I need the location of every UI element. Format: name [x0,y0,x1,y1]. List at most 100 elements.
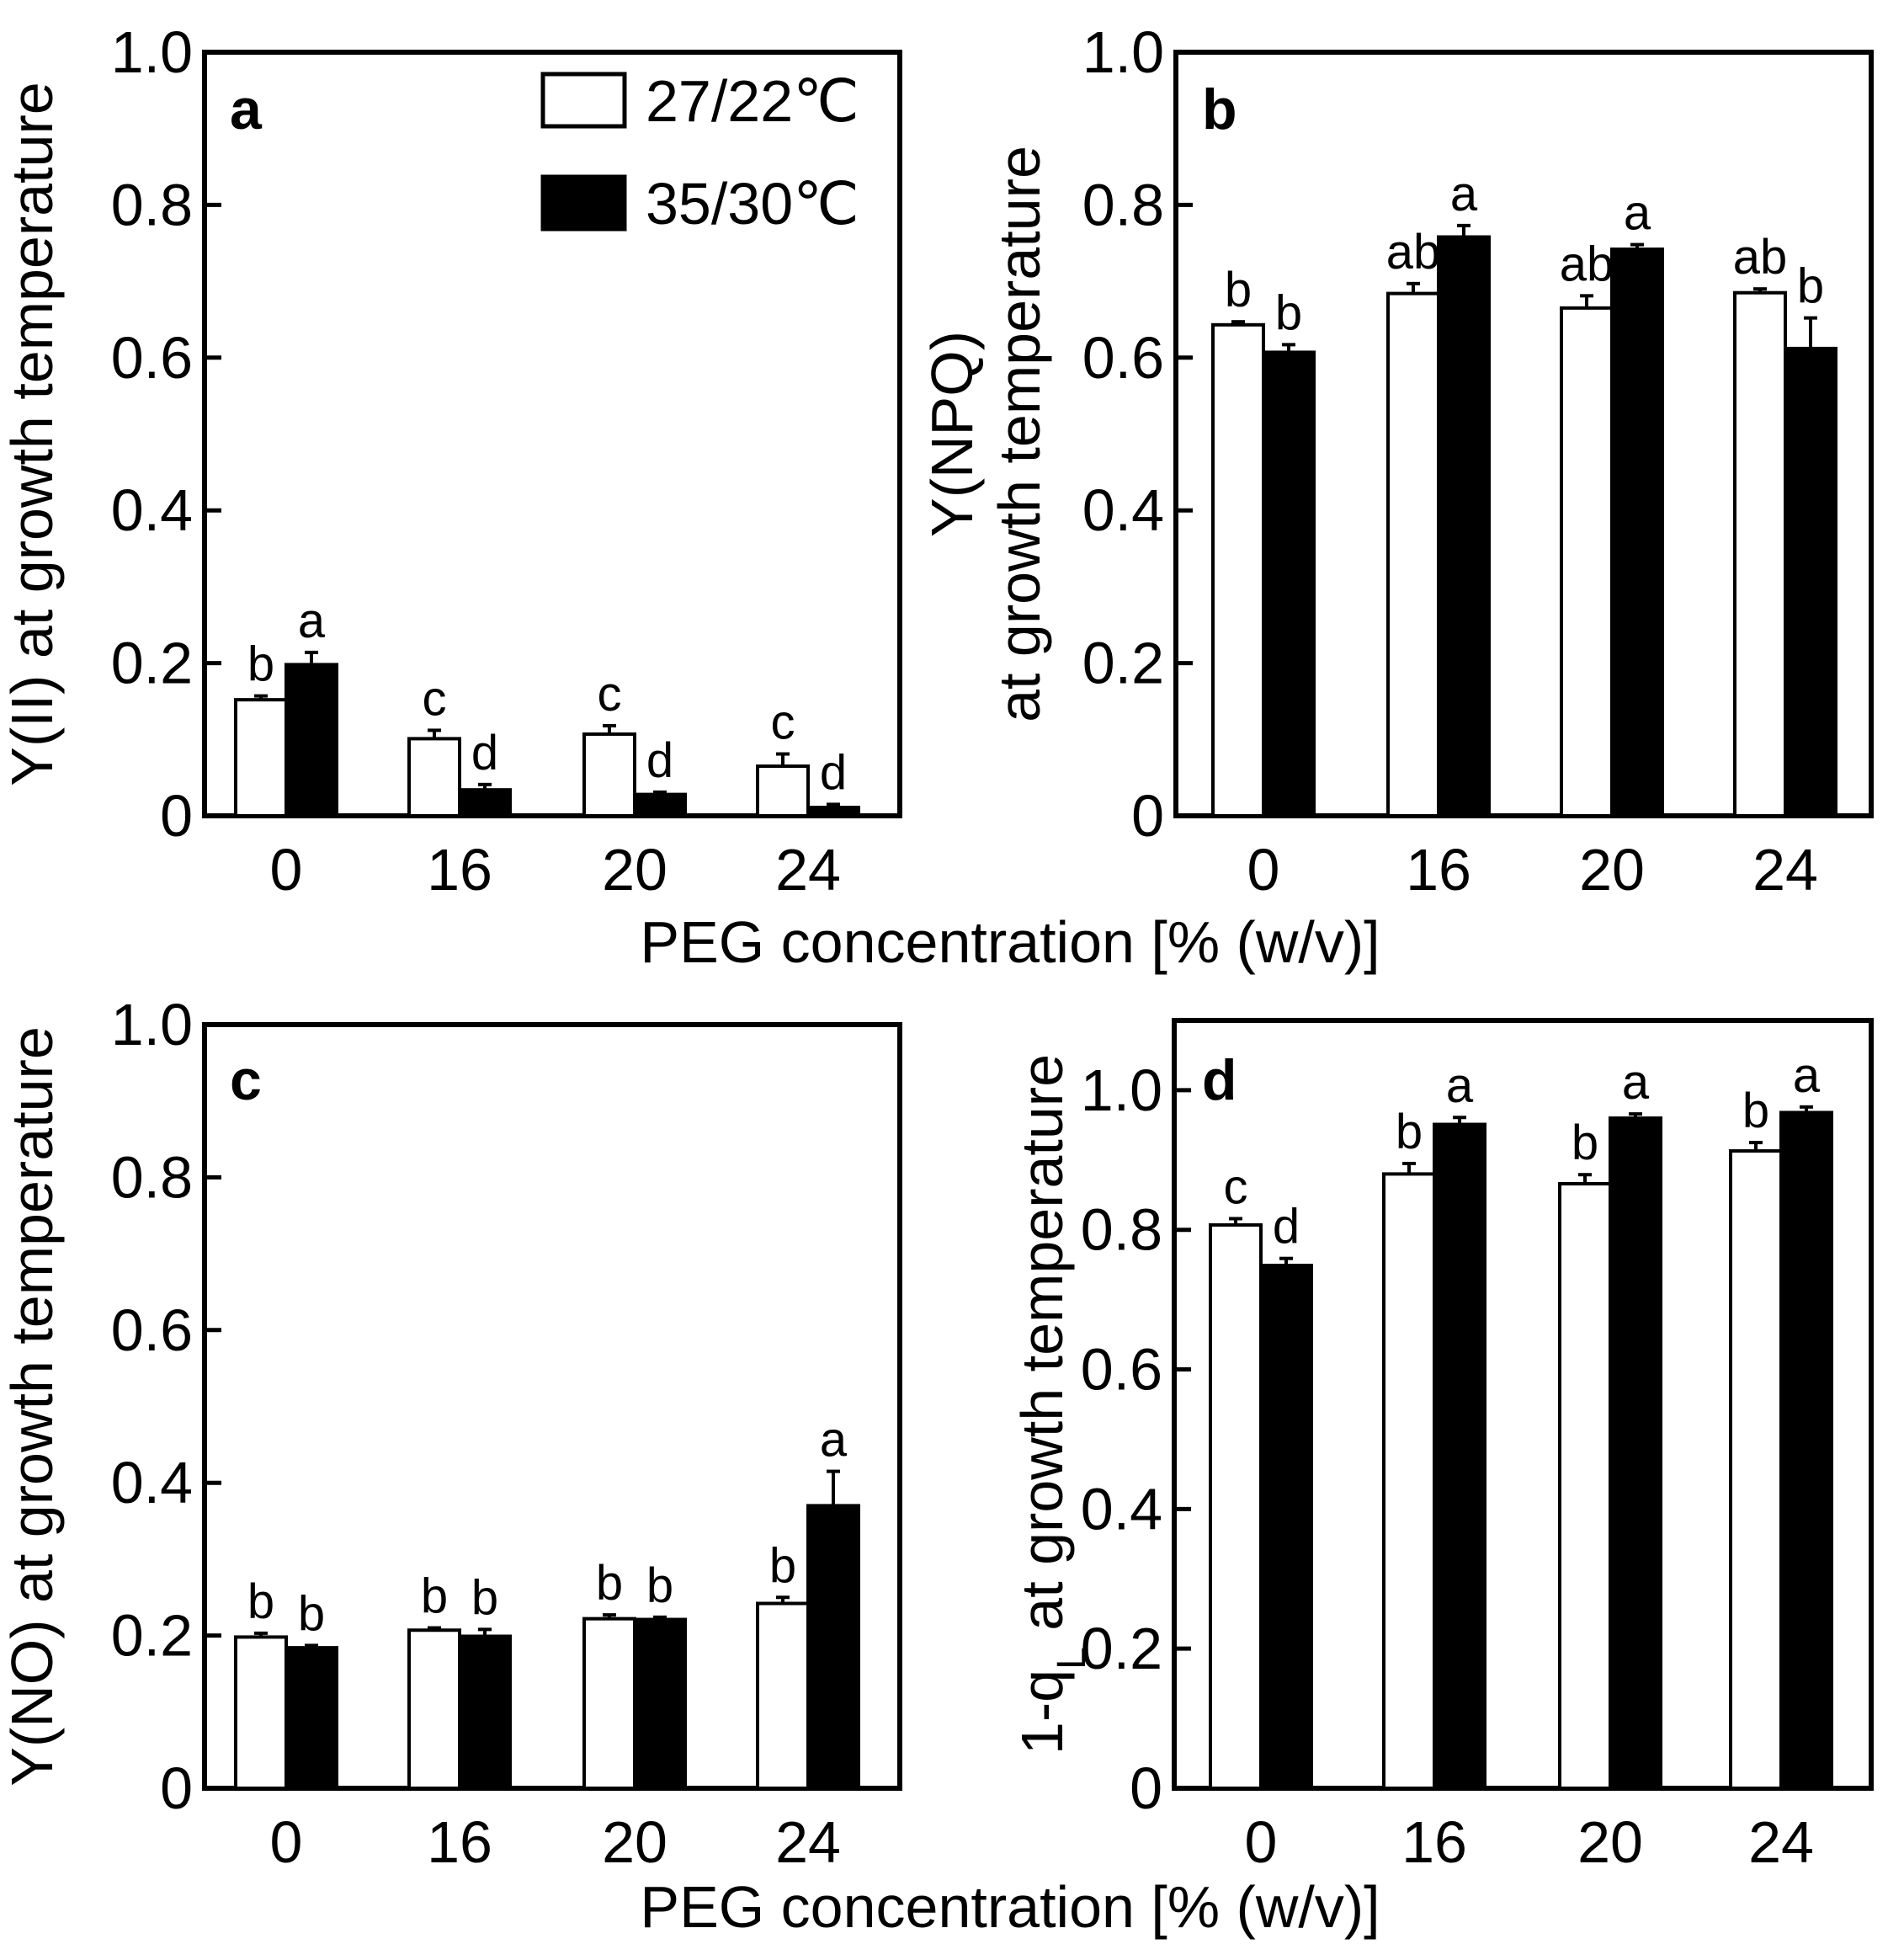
panel-d: 0 0.2 0.4 0.6 0.8 1.0 0 16 20 24 c b b b d a a a d 1-qL at … [1009,1018,1874,1875]
significance-label: c [771,695,795,750]
y-tick-label: 0.8 [111,1144,193,1210]
y-axis-title-sub: L [1050,1647,1094,1670]
y-tick-label: 0 [160,1755,193,1821]
significance-label: a [1622,1055,1650,1110]
legend-swatch [540,174,627,232]
x-tick-label: 24 [1748,1809,1814,1875]
significance-label: a [298,594,326,648]
bar-low-temp [756,764,810,818]
significance-label: ab [1733,230,1788,285]
significance-label: c [423,671,447,726]
y-axis-title: Y(NO) at growth temperature [0,1026,65,1787]
significance-label: b [1797,259,1824,314]
legend: 27/22℃ 35/30℃ [540,68,859,237]
significance-label: b [1742,1084,1769,1138]
bar-high-temp [1784,346,1837,818]
panel-letter: c [230,1048,262,1112]
x-tick-label: 0 [270,837,303,903]
significance-label: d [471,726,498,780]
bar-high-temp [633,792,687,818]
y-tick-label: 0.4 [1081,1476,1162,1542]
bar-low-temp [407,737,461,818]
y-tick-label: 0.8 [1081,1197,1162,1263]
significance-label: b [247,1574,274,1629]
x-tick-label: 16 [427,1809,492,1875]
y-axis-title: Y(II) at growth temperature [0,82,65,786]
significance-label: b [646,1558,673,1613]
y-tick-label: 0.6 [111,325,193,391]
y-tick-label: 1.0 [1081,1057,1162,1123]
x-tick-label: 0 [1247,837,1280,903]
legend-swatch [540,72,627,129]
bar-high-temp [1437,235,1491,818]
y-tick-label: 0.4 [111,1450,193,1515]
significance-label: a [1793,1048,1821,1103]
y-axis-title-line1: Y(NPQ) [919,331,985,537]
x-tick-label: 0 [270,1809,303,1875]
bar-high-temp [1779,1110,1833,1790]
bar-high-temp [285,1646,338,1791]
x-tick-label: 20 [1577,1809,1643,1875]
bar-high-temp [633,1617,687,1790]
y-tick-label: 0.2 [111,631,193,696]
bar-low-temp [234,1635,288,1790]
x-tick-label: 16 [1406,837,1471,903]
bar-high-temp [806,1504,860,1791]
bar-high-temp [458,1634,512,1790]
bar-high-temp [1433,1122,1486,1790]
significance-label: b [298,1586,325,1641]
x-tick-label: 24 [1752,837,1818,903]
bar-low-temp [407,1628,461,1790]
y-tick-label: 0.4 [111,477,193,543]
y-tick-label: 0.4 [1082,477,1164,543]
y-tick-label: 0.2 [111,1603,193,1669]
significance-label: b [596,1556,623,1611]
significance-label: b [1275,285,1302,340]
y-tick-label: 0.6 [1081,1337,1162,1403]
panel-a: 0 0.2 0.4 0.6 0.8 1.0 0 16 20 24 b c c c a d d d a Y(II) at… [0,19,902,903]
y-tick-label: 0 [1131,783,1164,849]
bar-high-temp [458,788,512,818]
x-axis-title-bottom: PEG concentration [% (w/v)] [640,1874,1380,1940]
significance-label: b [769,1538,796,1593]
y-axis-title: 1-qL at growth temperature [1009,1054,1094,1755]
bar-low-temp [582,1616,636,1790]
significance-label: d [820,745,847,800]
significance-label: a [1446,1058,1474,1113]
bar-high-temp [1610,248,1664,818]
significance-label: d [646,733,673,788]
x-tick-label: 16 [427,837,492,903]
bar-low-temp [1211,322,1265,818]
significance-label: b [471,1570,498,1625]
x-tick-label: 20 [602,837,667,903]
significance-label: a [1450,167,1478,221]
plot-frame [1172,1018,1874,1791]
bar-low-temp [756,1601,810,1790]
y-tick-label: 0 [1130,1755,1162,1821]
significance-label: c [598,667,622,722]
bar-high-temp [1262,350,1316,818]
significance-label: b [1396,1105,1423,1159]
plot-frame [1173,50,1874,818]
bar-low-temp [1382,1172,1436,1790]
y-axis-title-prefix: 1-q [1009,1670,1075,1755]
bar-low-temp [1733,290,1787,818]
bar-low-temp [1386,291,1440,818]
y-tick-label: 0.8 [111,172,193,237]
bar-low-temp [234,698,288,818]
significance-label: b [247,637,274,692]
significance-label: a [1624,186,1651,241]
significance-label: a [820,1413,848,1467]
bar-low-temp [1729,1149,1783,1791]
y-axis-title: Y(NPQ)at growth temperature [919,146,1052,722]
panel-letter: a [230,77,263,141]
y-tick-label: 0.2 [1082,631,1164,696]
x-tick-label: 20 [1579,837,1645,903]
x-tick-label: 20 [602,1809,667,1875]
x-tick-label: 24 [775,1809,841,1875]
significance-label: c [1224,1159,1248,1214]
significance-label: b [421,1569,448,1624]
